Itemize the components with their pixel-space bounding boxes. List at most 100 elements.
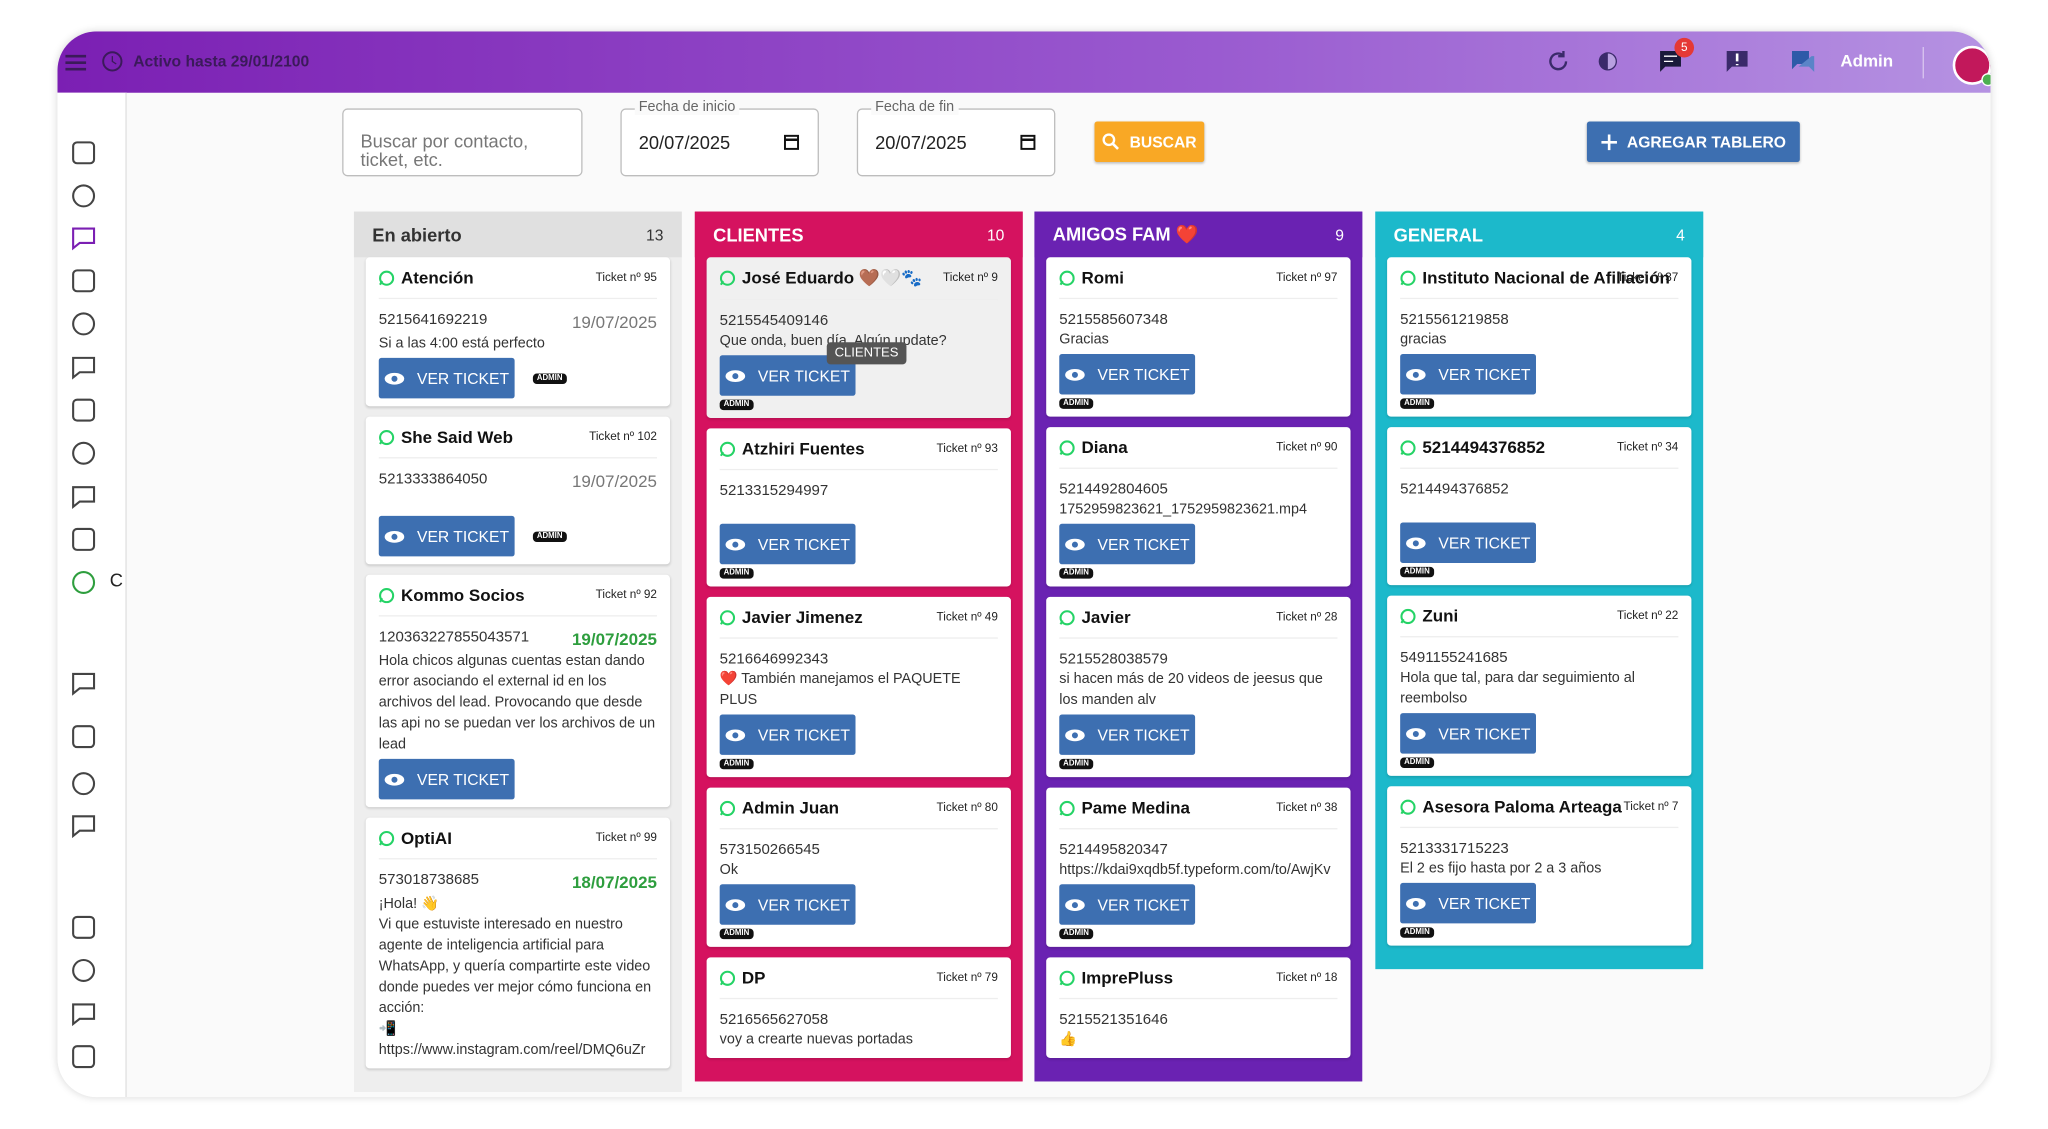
view-ticket-button[interactable]: VER TICKET [1059,523,1196,565]
view-ticket-label: VER TICKET [1438,365,1531,384]
card-header: Zuni Ticket nº 22 [1400,606,1679,638]
view-ticket-button[interactable]: VER TICKET [719,523,856,565]
view-ticket-button[interactable]: VER TICKET [719,884,856,925]
view-ticket-label: VER TICKET [416,368,510,388]
nav-icon[interactable] [69,310,98,339]
eye-icon [1406,536,1426,549]
ticket-number: Ticket nº 99 [595,830,657,844]
avatar[interactable] [1952,45,1991,87]
view-ticket-label: VER TICKET [1097,895,1190,914]
ticket-number: Ticket nº 37 [1616,270,1679,284]
board-column: GENERAL 4 Instituto Nacional de Afiliación… [1375,211,1704,970]
view-ticket-button[interactable]: VER TICKET [1400,882,1536,924]
add-board-button[interactable]: AGREGAR TABLERO [1586,121,1800,162]
menu-icon[interactable] [65,54,87,72]
refresh-icon[interactable] [1546,50,1570,74]
user-tag: ADMIN [1400,927,1434,938]
contact-name: Admin Juan [741,798,840,818]
nav-icon[interactable] [69,525,98,554]
whatsapp-icon [1400,798,1416,815]
nav-icon[interactable] [69,999,98,1028]
contact-name: Atzhiri Fuentes [741,438,865,459]
eye-icon [1406,727,1426,740]
chat-icon[interactable] [1659,50,1683,74]
nav-icon[interactable] [69,396,98,425]
ticket-card: Kommo Socios Ticket nº 92 1203632278550435… [365,574,671,808]
nav-icon[interactable] [69,568,98,597]
card-header: Pame Medina Ticket nº 38 [1059,798,1338,830]
card-header: Asesora Paloma Arteaga Ticket nº 7 [1400,797,1679,829]
contact-phone: 5214495820347 [1059,842,1168,859]
last-message: https://kdai9xqdb5f.typeform.com/to/AwjK… [1059,862,1331,878]
add-board-label: AGREGAR TABLERO [1626,132,1786,151]
card-info: 5214492804605 [1059,482,1337,498]
card-info: 5214494376852 [1400,482,1678,498]
last-message: si hacen más de 20 videos de jeesus que … [1059,671,1323,708]
user-name[interactable]: Admin [1840,50,1894,71]
nav-icon[interactable] [69,722,98,751]
nav-icon[interactable] [69,182,98,211]
user-tag: ADMIN [1400,566,1434,578]
ticket-number: Ticket nº 97 [1276,270,1338,284]
view-ticket-button[interactable]: VER TICKET [719,714,856,755]
card-actions: VER TICKET [378,758,657,800]
user-tag: ADMIN [1400,757,1434,768]
view-ticket-button[interactable]: VER TICKET [1400,353,1536,395]
view-ticket-button[interactable]: VER TICKET [378,357,515,399]
nav-icon[interactable] [69,811,98,840]
view-ticket-button[interactable]: VER TICKET [1059,884,1196,925]
last-message: 1752959823621_1752959823621.mp4 [1059,501,1307,518]
ticket-card: Asesora Paloma Arteaga Ticket nº 7 5213331… [1387,786,1692,946]
start-date[interactable]: Fecha de inicio 20/07/2025 [620,99,819,177]
nav-icon[interactable] [69,223,98,252]
end-date[interactable]: Fecha de fin 20/07/2025 [856,99,1056,177]
last-message: El 2 es fijo hasta por 2 a 3 años [1400,860,1602,877]
whatsapp-icon [719,800,736,816]
contact-phone: 5215561219858 [1400,312,1509,328]
user-tag: ADMIN [1059,758,1093,770]
nav-icon[interactable] [69,1042,98,1071]
view-ticket-button[interactable]: VER TICKET [1059,353,1196,395]
card-actions: VER TICKET ADMIN [1059,353,1337,409]
nav-icon[interactable] [69,769,98,798]
card-info: 5213333864050 19/07/2025 [379,472,657,492]
alert-icon[interactable] [1725,50,1749,74]
nav-icon[interactable] [69,669,98,698]
view-ticket-button[interactable]: VER TICKET [1400,522,1536,563]
messages-icon[interactable] [1791,50,1817,74]
nav-icon[interactable] [69,439,98,468]
ticket-number: Ticket nº 38 [1276,800,1338,814]
view-ticket-button[interactable]: VER TICKET [1400,713,1536,754]
search-input[interactable]: Buscar por contacto, ticket, etc. [342,108,583,177]
ticket-card: Javier Ticket nº 28 5215528038579 si hacen … [1046,596,1351,778]
nav-icon[interactable] [69,353,98,382]
view-ticket-label: VER TICKET [757,725,850,744]
ticket-number: Ticket nº 7 [1623,799,1679,813]
whatsapp-icon [379,269,395,286]
ticket-card: José Eduardo 🤎🤍🐾 Ticket nº 9 5215545409146… [706,257,1011,418]
ticket-number: Ticket nº 22 [1616,608,1679,622]
contact-name: OptiAI [400,828,452,848]
last-message: Gracias [1059,331,1109,348]
contact-name: ImprePluss [1081,967,1174,988]
user-tag: ADMIN [719,928,754,940]
search-button[interactable]: BUSCAR [1094,121,1205,162]
nav-icon[interactable] [69,913,98,942]
whatsapp-icon [719,609,736,625]
nav-icon[interactable] [69,138,98,167]
plus-icon [1600,133,1617,150]
card-info: 5213331715223 [1400,841,1678,857]
nav-icon[interactable] [69,266,98,295]
ticket-number: Ticket nº 90 [1276,440,1338,454]
view-ticket-button[interactable]: VER TICKET [1059,714,1196,755]
view-ticket-button[interactable]: VER TICKET [378,758,515,800]
column-title: CLIENTES [713,223,804,245]
view-ticket-label: VER TICKET [416,527,510,546]
nav-icon[interactable] [69,956,98,985]
ticket-number: Ticket nº 9 [943,270,998,284]
view-ticket-button[interactable]: VER TICKET [378,515,515,557]
theme-icon[interactable] [1596,50,1620,74]
whatsapp-icon [719,270,736,286]
nav-icon[interactable] [69,482,98,511]
card-info: 5216646992343 [720,652,998,668]
